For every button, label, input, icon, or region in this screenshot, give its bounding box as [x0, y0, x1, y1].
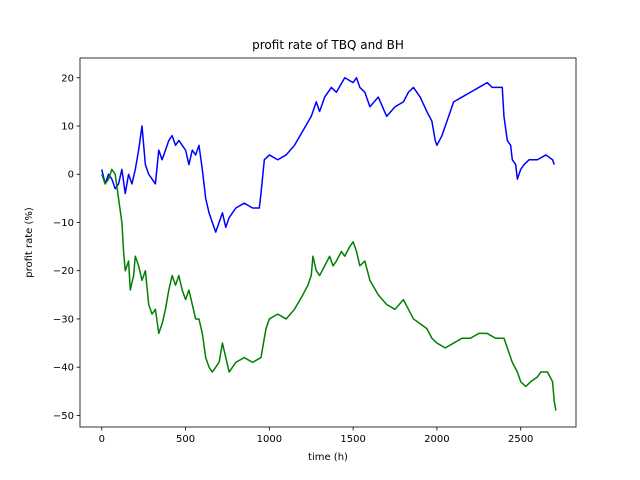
series-line-2 [101, 168, 557, 411]
x-axis-ticks: 0 500 1000 1500 2000 2500 [99, 427, 533, 445]
series-layer [101, 77, 557, 411]
y-tick-label: −40 [53, 363, 74, 374]
x-tick-label: 2000 [424, 434, 449, 445]
series-line-1 [101, 77, 555, 233]
y-tick-label: 10 [61, 122, 74, 133]
y-tick-label: −30 [53, 314, 74, 325]
y-axis-label: profit rate (%) [24, 207, 35, 278]
x-tick-label: 0 [99, 434, 105, 445]
y-tick-label: 0 [68, 170, 74, 181]
y-tick-label: −50 [53, 411, 74, 422]
x-tick-label: 2500 [508, 434, 533, 445]
x-tick-label: 500 [176, 434, 195, 445]
x-tick-label: 1500 [340, 434, 365, 445]
axes-frame [79, 57, 577, 428]
y-tick-label: 20 [61, 73, 74, 84]
x-axis-label: time (h) [308, 452, 348, 463]
x-tick-label: 1000 [257, 434, 282, 445]
y-tick-label: −20 [53, 266, 74, 277]
y-axis-ticks: −50 −40 −30 −20 −10 0 10 20 [53, 73, 80, 422]
y-tick-label: −10 [53, 218, 74, 229]
chart-title: profit rate of TBQ and BH [252, 38, 404, 52]
